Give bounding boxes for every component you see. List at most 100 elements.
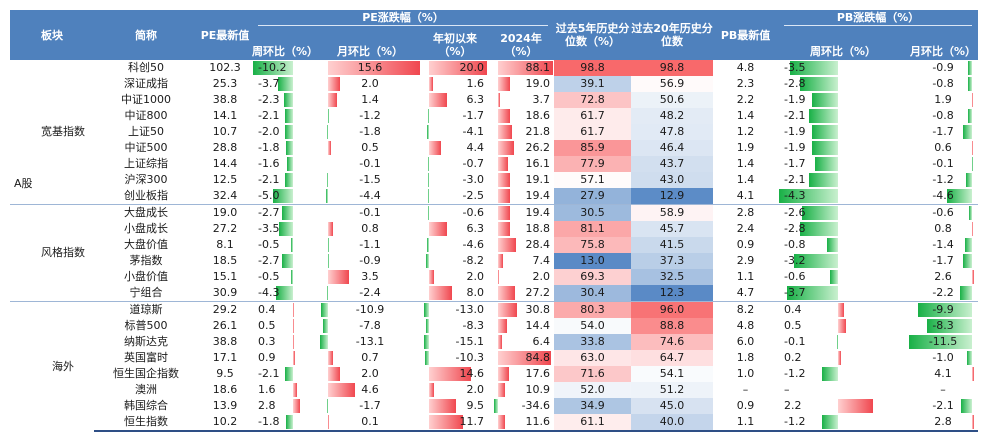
pbw-cell: -2.6 xyxy=(778,204,909,221)
pbm-bar xyxy=(972,415,974,429)
ytd-value: -10.3 xyxy=(455,351,484,364)
y2024-bar xyxy=(497,93,501,107)
pbm-value: -8.3 xyxy=(932,319,954,332)
wow-cell: -2.3 xyxy=(252,92,318,108)
pbw-bar xyxy=(837,399,874,413)
y2024-cell: -34.6 xyxy=(488,398,554,414)
y2024-value: 84.8 xyxy=(525,351,551,364)
p20-cell: 12.9 xyxy=(631,188,714,205)
mom-value: 0.7 xyxy=(361,351,379,364)
index-name: 小盘成长 xyxy=(124,222,168,235)
ytd-value: -4.1 xyxy=(462,125,484,138)
pbw-cell: -2.8 xyxy=(778,221,908,237)
pbm-value: -0.1 xyxy=(932,157,954,170)
ytd-value: -0.7 xyxy=(462,157,484,170)
mom-cell: -1.1 xyxy=(318,237,422,253)
pe-latest: 30.9 xyxy=(212,286,238,299)
pb-latest: 1.8 xyxy=(736,351,755,364)
ytd-value: -1.7 xyxy=(462,109,484,122)
p20-cell: 54.1 xyxy=(631,366,714,382)
pbw-bar xyxy=(811,141,838,155)
wow-value: -3.5 xyxy=(258,222,280,235)
pbw-bar xyxy=(779,189,838,203)
wow-value: -10.2 xyxy=(258,61,287,74)
mom-cell: -0.1 xyxy=(318,156,422,172)
pbm-bar xyxy=(969,206,973,220)
p5-cell: 39.1 xyxy=(554,76,632,92)
p5-cell: 71.6 xyxy=(554,366,632,382)
mom-value: -4.4 xyxy=(359,189,381,202)
pbw-value: -1.9 xyxy=(784,93,806,106)
wow-value: 2.8 xyxy=(258,399,276,412)
header-pb-wow: 周环比（%） xyxy=(778,26,909,60)
pbm-cell: -0.8 xyxy=(908,76,978,92)
pbw-bar xyxy=(790,61,838,75)
index-name: 宁组合 xyxy=(129,286,163,299)
ytd-bar xyxy=(428,109,429,123)
mom-bar xyxy=(328,93,337,107)
pb-latest: 4.8 xyxy=(736,319,755,332)
wow-value: -2.1 xyxy=(258,109,280,122)
ytd-cell: -13.0 xyxy=(422,301,488,318)
pbw-bar xyxy=(837,303,845,317)
mom-cell: -1.7 xyxy=(318,398,422,414)
y2024-cell: 18.6 xyxy=(488,108,554,124)
p20-cell: 45.7 xyxy=(631,221,714,237)
pbw-value: -3.7 xyxy=(784,286,806,299)
ytd-cell: -2.5 xyxy=(422,188,488,205)
pbm-value: -1.2 xyxy=(932,173,954,186)
wow-value: 0.9 xyxy=(258,351,276,364)
wow-bar xyxy=(273,189,293,203)
y2024-cell: 16.1 xyxy=(488,156,554,172)
pbm-value: 0.8 xyxy=(934,222,952,235)
pe-latest: 19.0 xyxy=(198,204,252,221)
mom-cell: -0.1 xyxy=(318,204,422,221)
y2024-bar xyxy=(497,109,510,123)
ytd-value: 8.0 xyxy=(466,286,485,299)
wow-value: 0.3 xyxy=(258,335,276,348)
p5-cell: 80.3 xyxy=(554,301,632,318)
mom-cell: 15.6 xyxy=(318,60,422,76)
y2024-cell: 10.9 xyxy=(488,382,554,398)
pbw-value: -2.8 xyxy=(784,222,806,235)
pbm-cell: 4.1 xyxy=(908,366,978,382)
wow-bar xyxy=(285,125,293,139)
p20-cell: 50.6 xyxy=(631,92,714,108)
wow-value: -1.6 xyxy=(258,157,280,170)
pbw-bar xyxy=(837,351,842,365)
pb-latest: 4.7 xyxy=(736,286,755,299)
header-pe-mom: 月环比（%） xyxy=(318,26,422,60)
p5-cell: 13.0 xyxy=(554,253,632,269)
header-pe-change-group: PE涨跌幅（%） xyxy=(252,10,555,26)
mom-bar xyxy=(328,222,334,236)
wow-cell: 0.5 xyxy=(252,318,318,334)
table-row: 大盘价值 8.1 -0.5 -1.1 -4.6 28.4 75.8 41.5 0.9 -0.8 -1… xyxy=(10,237,978,253)
pb-latest: 8.2 xyxy=(713,301,779,318)
pbw-cell: 0.4 xyxy=(778,301,909,318)
mom-bar xyxy=(328,415,329,429)
pbw-value: -0.6 xyxy=(784,270,806,283)
ytd-value: 6.3 xyxy=(466,93,485,106)
p20-cell: 40.0 xyxy=(631,414,714,432)
ytd-cell: 6.3 xyxy=(422,221,488,237)
y2024-value: 11.6 xyxy=(525,415,551,428)
pbw-value: -2.1 xyxy=(784,173,806,186)
index-name: 纳斯达克 xyxy=(124,335,168,348)
y2024-value: -34.6 xyxy=(521,399,551,412)
p5-cell: 61.1 xyxy=(554,414,632,432)
wow-cell: -2.1 xyxy=(252,172,318,188)
pbm-bar xyxy=(971,157,973,171)
header-pb-change-label: PB涨跌幅（%） xyxy=(784,11,973,26)
pbm-cell: 0.6 xyxy=(908,140,978,156)
table-row: 英国富时 17.1 0.9 0.7 -10.3 84.8 63.0 64.7 1.8 0.2 -1.… xyxy=(10,350,978,366)
mom-value: -7.8 xyxy=(359,319,381,332)
wow-bar xyxy=(284,109,293,123)
pbw-cell: -2.8 xyxy=(778,76,908,92)
pbm-value: -1.7 xyxy=(932,125,954,138)
wow-cell: -10.2 xyxy=(252,60,318,76)
mom-bar xyxy=(328,61,421,75)
wow-cell: -2.1 xyxy=(252,108,318,124)
wow-value: 0.4 xyxy=(258,303,276,316)
pbm-value: 2.8 xyxy=(934,415,952,428)
mom-cell: -1.5 xyxy=(318,172,422,188)
